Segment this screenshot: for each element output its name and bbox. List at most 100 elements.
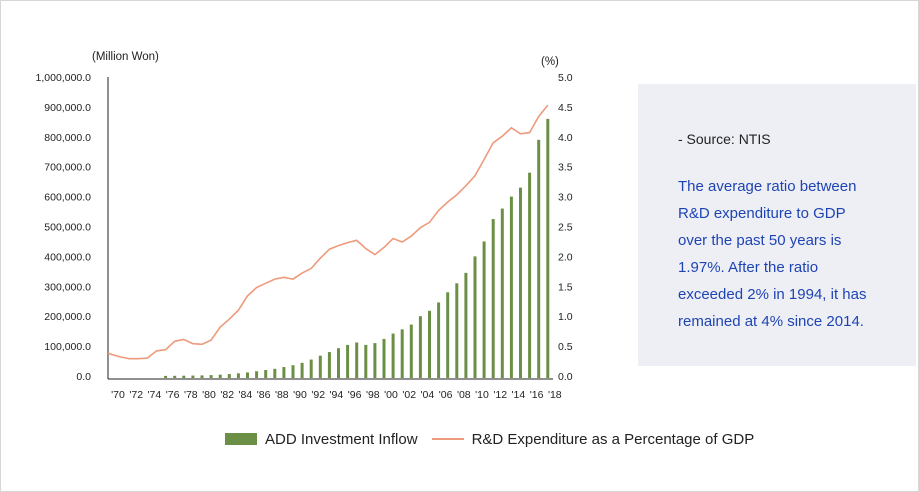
bar-add-investment [173,375,177,378]
bar-add-investment [300,362,304,378]
legend-label-add-investment: ADD Investment Inflow [265,430,418,448]
bar-add-investment [291,365,295,378]
y-right-tick-label: 5.0 [558,72,573,84]
x-tick-label: '00 [384,389,398,401]
left-axis-unit: (Million Won) [92,51,159,63]
bar-add-investment [373,343,377,378]
bar-add-investment [528,172,532,378]
bar-add-investment [355,342,359,378]
x-tick-label: '84 [239,389,253,401]
x-tick-label: '94 [330,389,344,401]
x-tick-label: '92 [311,389,325,401]
y-left-tick-label: 500,000.0 [44,222,91,234]
x-tick-label: '86 [257,389,271,401]
y-left-tick-label: 0.0 [76,371,91,383]
x-tick-label: '18 [548,389,562,401]
x-tick-label: '82 [220,389,234,401]
y-left-tick-label: 600,000.0 [44,192,91,204]
legend-item-rd-ratio: R&D Expenditure as a Percentage of GDP [431,431,754,448]
y-right-tick-label: 4.0 [558,132,573,144]
x-tick-label: '10 [475,389,489,401]
bar-add-investment [391,333,395,378]
bar-add-investment [537,139,541,378]
x-tick-label: '78 [184,389,198,401]
x-tick-label: '12 [493,389,507,401]
bar-add-investment [337,348,340,378]
x-tick-label: '02 [402,389,416,401]
legend-item-add-investment: ADD Investment Inflow [225,431,418,448]
note-box: - Source: NTIS The average ratio between… [638,84,916,366]
bar-add-investment [364,344,368,378]
bar-add-investment [400,329,404,378]
bar-add-investment [209,375,213,378]
bar-add-investment [437,302,441,378]
bar-add-investment [482,241,486,378]
bar-add-investment [218,374,222,378]
y-left-tick-label: 800,000.0 [44,132,91,144]
bar-add-investment [191,375,195,378]
bar-add-investment [509,196,513,378]
x-tick-label: '96 [348,389,362,401]
x-tick-label: '98 [366,389,380,401]
bar-add-investment [164,375,168,378]
y-right-tick-label: 1.0 [558,311,573,323]
note-text: The average ratio between R&D expenditur… [678,178,867,330]
bar-add-investment [382,338,386,378]
x-tick-label: '04 [421,389,435,401]
bar-add-investment [255,371,259,378]
legend: ADD Investment Inflow R&D Expenditure as… [225,428,768,450]
bar-add-investment [282,367,286,378]
bar-add-investment [464,272,468,378]
x-tick-label: '16 [530,389,544,401]
y-left-tick-label: 400,000.0 [44,251,91,263]
bar-add-investment [491,219,495,378]
bar-add-investment [473,256,477,378]
bar-add-investment [346,344,350,378]
bar-add-investment [446,292,450,378]
x-tick-label: '14 [512,389,526,401]
bar-add-investment [409,324,413,378]
x-tick-label: '70 [111,389,125,401]
y-left-tick-label: 700,000.0 [44,162,91,174]
y-right-tick-label: 1.5 [558,281,573,293]
bar-add-investment [327,352,331,378]
bar-add-investment [273,368,277,378]
bar-add-investment [264,370,268,378]
bar-add-investment [428,310,431,378]
y-left-tick-label: 300,000.0 [44,281,91,293]
bar-add-investment [500,208,504,378]
bar-add-investment [200,375,204,378]
x-tick-label: '06 [439,389,453,401]
bar-add-investment [418,316,422,378]
bar-add-investment [227,374,231,378]
bar-add-investment [546,118,550,379]
x-tick-label: '88 [275,389,289,401]
note-source: - Source: NTIS [678,131,771,147]
bar-add-investment [236,373,240,378]
bar-add-investment [182,375,186,378]
y-left-tick-label: 100,000.0 [44,341,91,353]
y-right-tick-label: 2.5 [558,222,573,234]
bar-add-investment [246,372,249,378]
x-tick-label: '72 [129,389,143,401]
bar-add-investment [455,283,459,378]
bar-add-investment [309,359,313,378]
y-left-tick-label: 900,000.0 [44,102,91,114]
y-right-tick-label: 0.5 [558,341,573,353]
x-tick-label: '74 [148,389,162,401]
bar-add-investment [318,355,322,378]
y-left-tick-label: 200,000.0 [44,311,91,323]
y-left-tick-label: 1,000,000.0 [36,72,92,84]
y-right-tick-label: 3.5 [558,162,573,174]
legend-swatch-bar [225,433,257,445]
bar-add-investment [519,187,522,378]
x-tick-label: '08 [457,389,471,401]
x-tick-label: '80 [202,389,216,401]
x-tick-label: '90 [293,389,307,401]
legend-swatch-line [431,438,464,440]
y-right-tick-label: 0.0 [558,371,573,383]
y-right-tick-label: 2.0 [558,251,573,263]
x-tick-label: '76 [166,389,180,401]
y-right-tick-label: 3.0 [558,192,573,204]
